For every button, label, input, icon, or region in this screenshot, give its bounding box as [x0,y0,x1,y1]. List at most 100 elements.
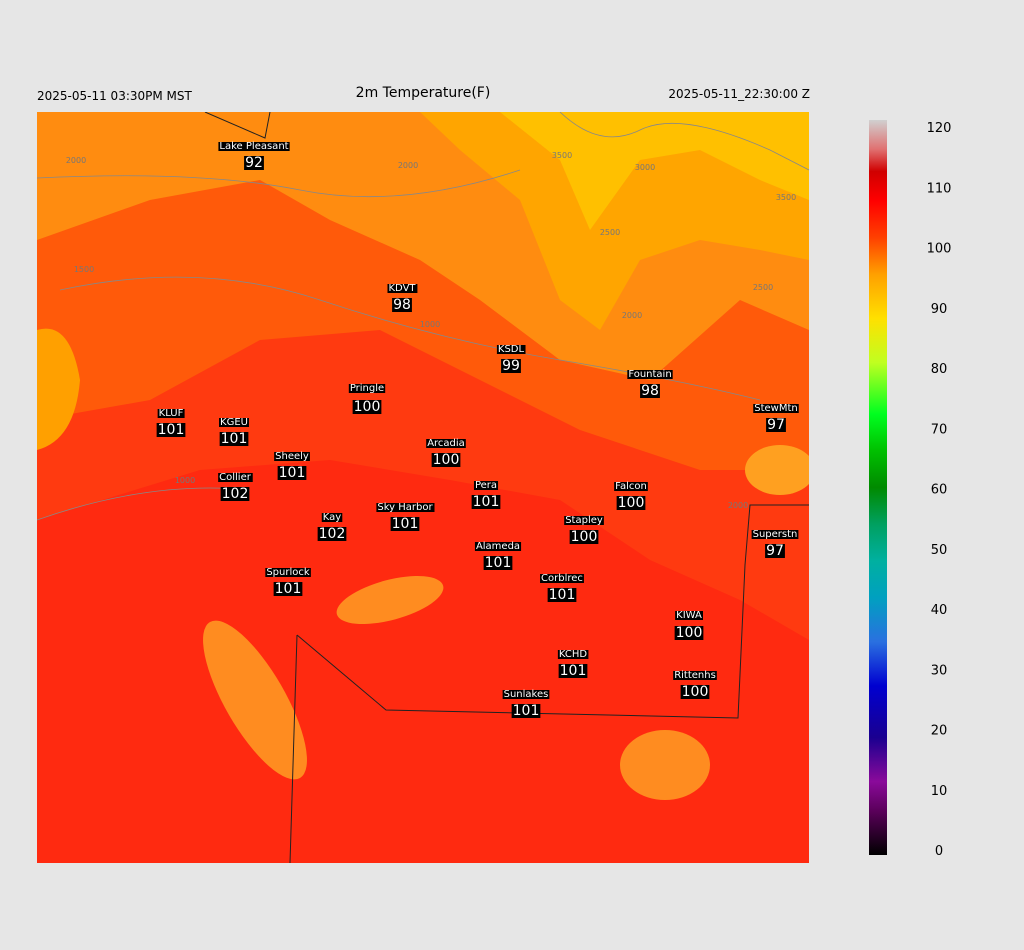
station-temp: 101 [279,465,306,481]
station-name: Stapley [565,515,603,526]
station-temp-box [277,466,307,480]
station: Kay 102 [317,512,347,542]
colorbar-tick-label: 30 [931,663,948,678]
contour-label: 1000 [420,320,440,329]
station: Lake Pleasant 92 [218,141,290,171]
station-name: Arcadia [427,438,465,449]
station-name-box [753,404,799,413]
station-name-box [564,516,604,525]
station-name-box [348,384,386,393]
station-name: Superstn [753,529,798,540]
station-temp-box [392,298,412,312]
station-name: Alameda [476,541,520,552]
colorbar-ticks: 0 10 20 30 40 50 60 70 80 90 100 110 120 [927,121,952,859]
station-temp: 100 [433,452,460,468]
station-temp: 101 [221,431,248,447]
station-name: Collier [219,472,252,483]
station: Pringle 100 [348,383,386,415]
stations: Lake Pleasant 92 KDVT 98 KSDL 99 Fountain 98 Ste… [156,141,799,719]
station-name: Spurlock [266,567,310,578]
station-temp-box [511,704,541,718]
station-name: KIWA [676,610,702,621]
station-name: Lake Pleasant [219,141,288,152]
station: Collier 102 [218,472,253,502]
valid-time-local: 2025-05-11 03:30PM MST [37,89,193,103]
station-temp-box [547,588,577,602]
station-name-box [218,473,253,482]
contour-label: 3000 [635,163,655,172]
contour-label: 2500 [600,228,620,237]
contour-label: 1500 [74,265,94,274]
contour-label: 1000 [175,476,195,485]
station-temp: 97 [766,543,784,559]
station-name: Falcon [615,481,647,492]
colorbar-tick-label: 0 [935,844,943,859]
station-temp: 100 [676,625,703,641]
station-temp: 101 [275,581,302,597]
colorbar-tick-label: 60 [931,483,948,498]
station-name: KSDL [498,344,525,355]
station-temp: 102 [222,486,249,502]
contour-label: 3500 [552,151,572,160]
station-temp: 101 [560,663,587,679]
station-name-box [673,671,717,680]
station-temp-box [674,626,704,640]
station: Corblrec 101 [540,573,584,603]
station-name: Sunlakes [504,689,549,700]
contour-label: 2000 [622,311,642,320]
station: Superstn 97 [751,529,799,559]
station-name-box [376,503,435,512]
station-temp-box [220,487,250,501]
station-temp-box [273,582,303,596]
colorbar [869,120,887,855]
station-temp-box [431,453,461,467]
colorbar-tick-label: 90 [931,302,948,317]
station-temp: 100 [354,399,381,415]
station-temp-box [317,527,347,541]
station-temp: 101 [392,516,419,532]
station-name-box [426,439,466,448]
station-temp-box [680,685,710,699]
station-name-box [157,409,185,418]
station-temp-box [244,156,264,170]
station: KIWA 100 [674,610,704,641]
station: StewMtn 97 [753,403,799,433]
station-name-box [387,284,418,293]
station: Sunlakes 101 [502,689,550,719]
station-name-box [321,513,343,522]
map-field [37,112,809,863]
station-temp: 92 [245,155,263,171]
station-temp: 101 [513,703,540,719]
station: Fountain 98 [627,369,673,399]
colorbar-tick-label: 40 [931,603,948,618]
station: Sheely 101 [274,451,310,481]
station-temp: 100 [682,684,709,700]
station: KDVT 98 [387,283,418,313]
station-temp-box [569,530,599,544]
station-name-box [502,690,550,699]
station-temp-box [766,418,786,432]
map-title: 2m Temperature(F) [356,85,491,101]
station-temp: 97 [767,417,785,433]
station-name: Fountain [628,369,671,380]
colorbar-tick-label: 120 [927,121,952,136]
station-temp-box [390,517,420,531]
station-name: Pringle [350,383,384,394]
station-temp-box [219,432,249,446]
station: Sky Harbor 101 [376,502,435,532]
station-name: KDVT [388,283,416,294]
station-temp-box [471,495,501,509]
station-temp: 99 [502,358,520,374]
station: Pera 101 [471,480,501,510]
station: Rittenhs 100 [673,670,717,700]
station-temp-box [156,423,186,437]
station: Stapley 100 [564,515,604,545]
station: Arcadia 100 [426,438,466,468]
station-name: Sheely [275,451,309,462]
station-name: KGEU [220,417,248,428]
colorbar-tick-label: 50 [931,543,948,558]
colorbar-tick-label: 110 [927,181,952,196]
station-temp: 100 [571,529,598,545]
colorbar-tick-label: 20 [931,724,948,739]
station-name: KCHD [559,649,588,660]
